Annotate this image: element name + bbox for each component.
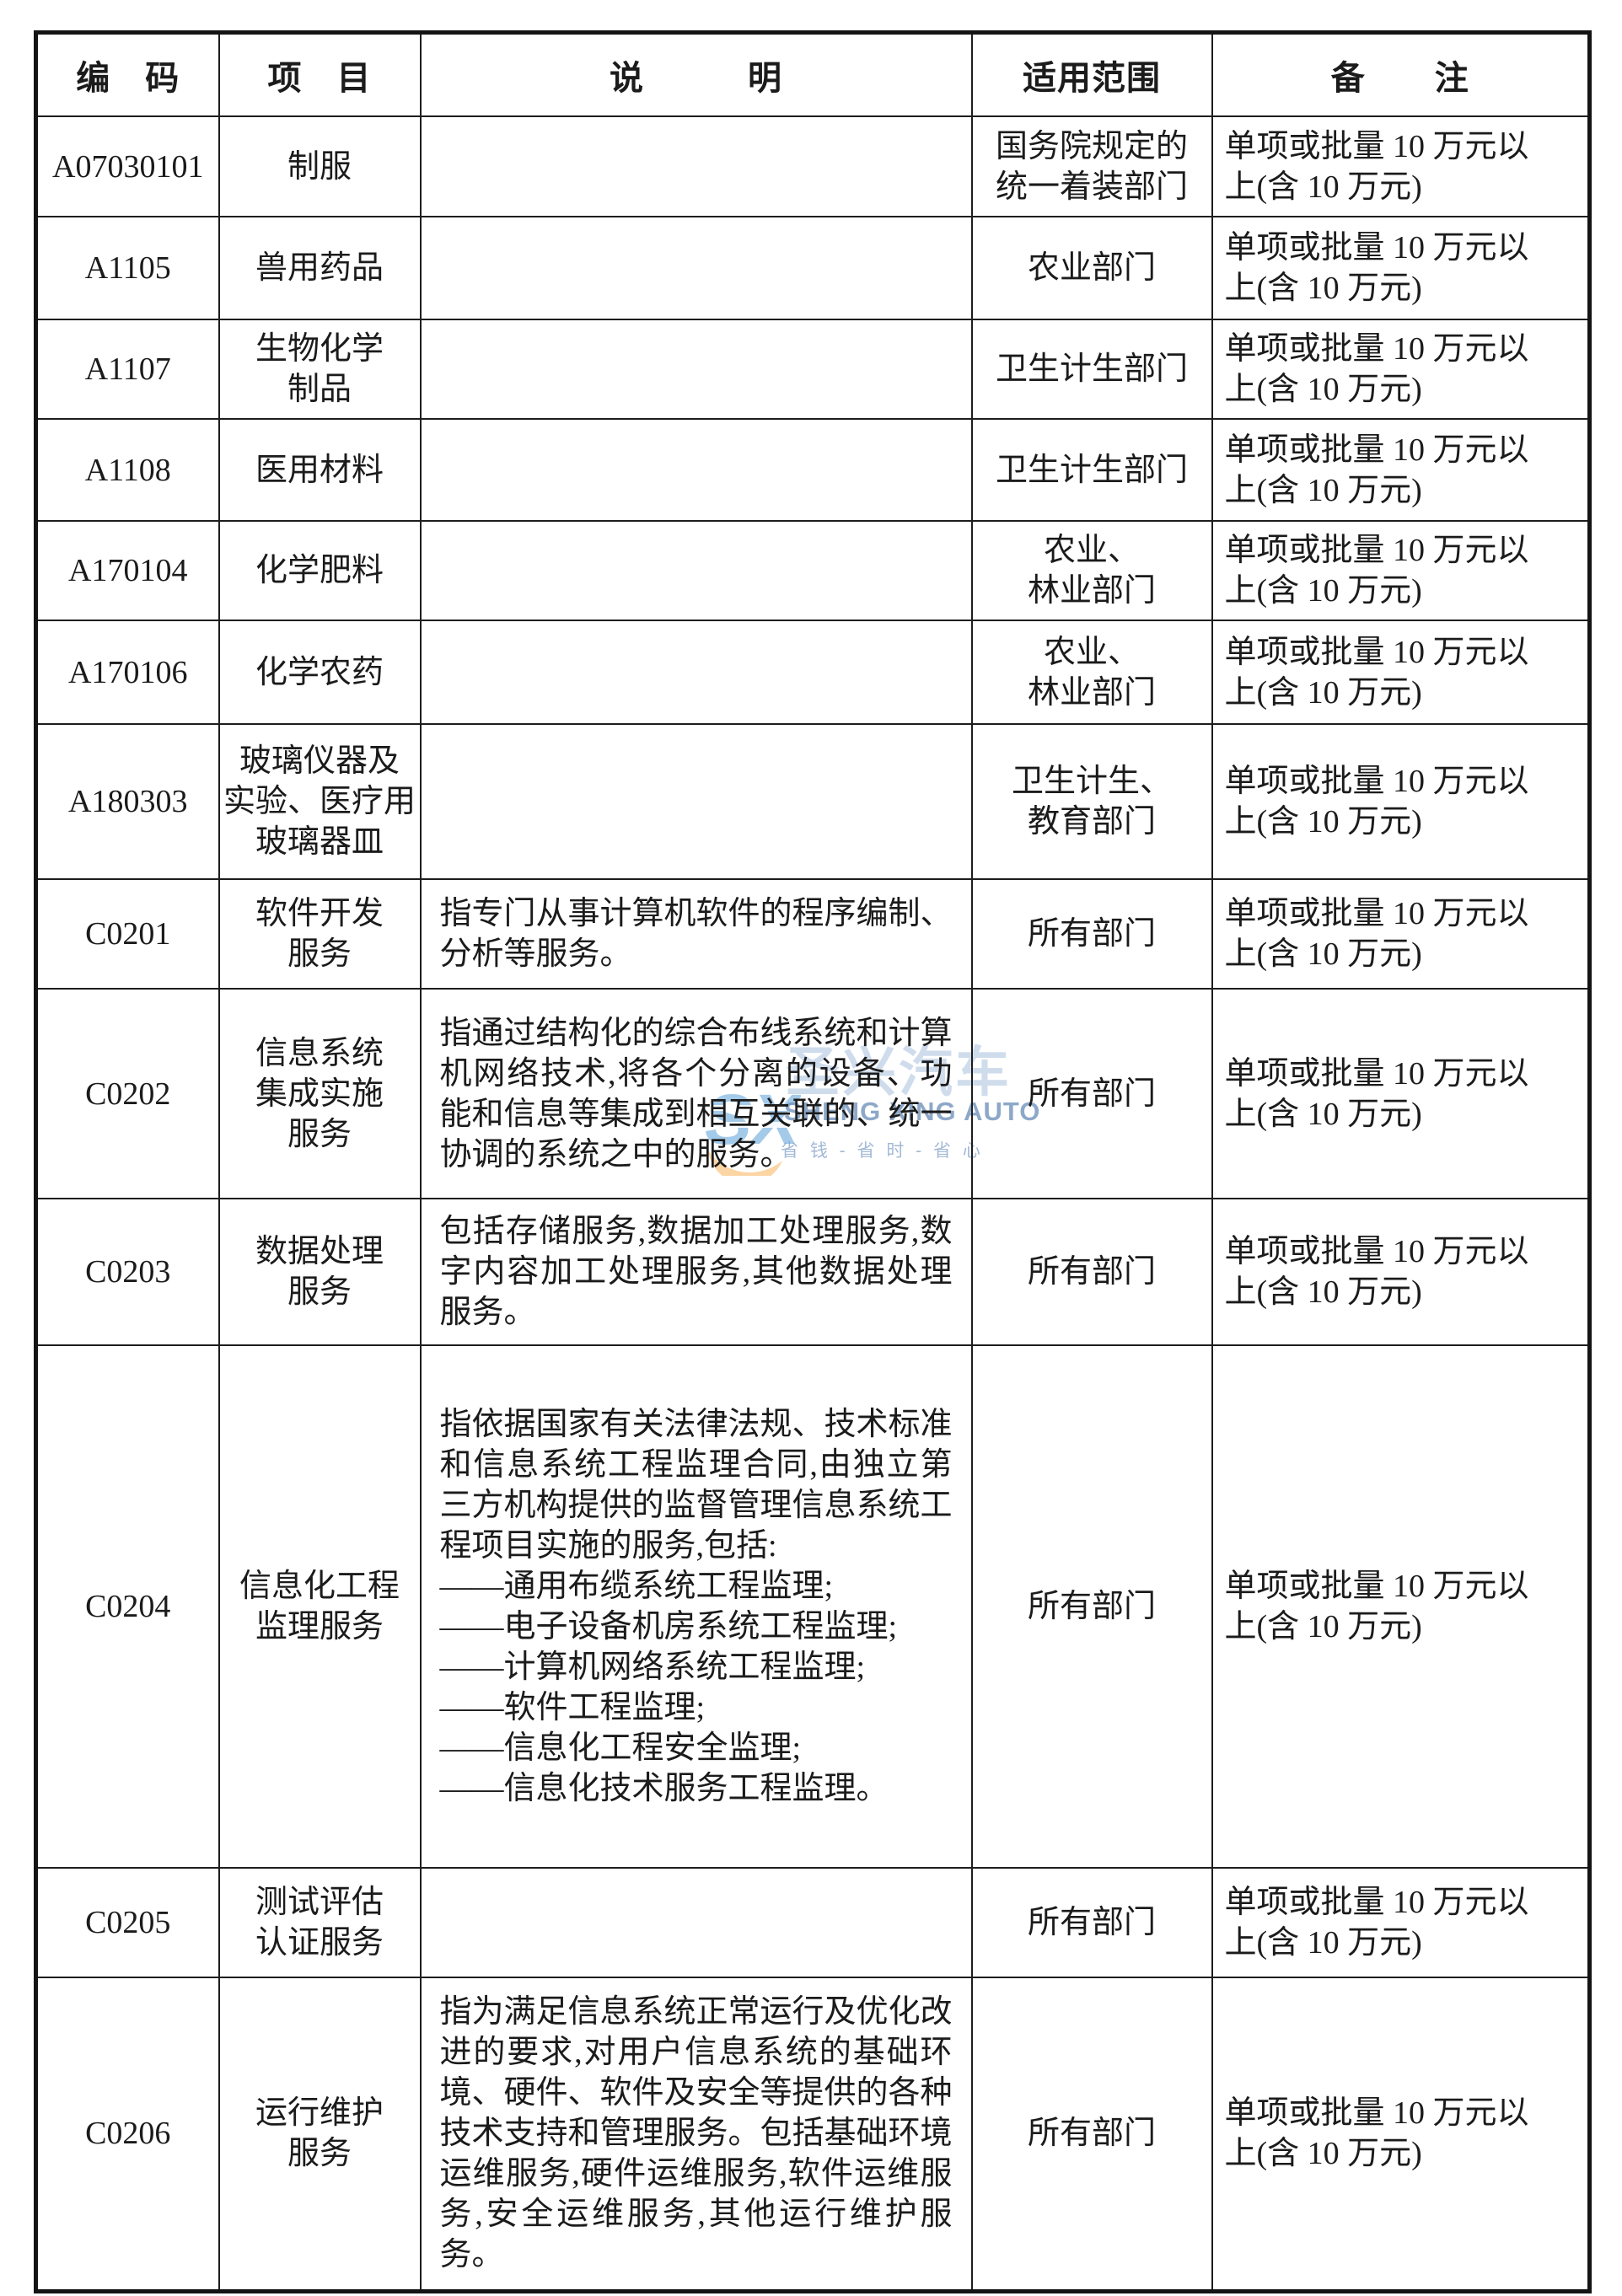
table-row: C0202 信息系统 集成实施 服务 指通过结构化的综合布线系统和计算机网络技术… (35, 988, 1591, 1199)
header-code: 编 码 (35, 31, 220, 117)
remark-cell: 单项或批量 10 万元以 上(含 10 万元) (1211, 1867, 1591, 1978)
item-cell: 医用材料 (218, 418, 422, 522)
description-cell: 指通过结构化的综合布线系统和计算机网络技术,将各个分离的设备、功能和信息等集成到… (419, 988, 973, 1199)
code-cell: A170106 (35, 620, 220, 725)
table-row: A07030101 制服 国务院规定的 统一着装部门 单项或批量 10 万元以 … (35, 115, 1591, 217)
table-row: C0203 数据处理 服务 包括存储服务,数据加工处理服务,数字内容加工处理服务… (35, 1198, 1591, 1346)
code-cell: A170104 (35, 520, 220, 621)
table-row: C0201 软件开发 服务 指专门从事计算机软件的程序编制、分析等服务。 所有部… (35, 878, 1591, 990)
remark-cell: 单项或批量 10 万元以 上(含 10 万元) (1211, 319, 1591, 420)
remark-cell: 单项或批量 10 万元以 上(含 10 万元) (1211, 216, 1591, 320)
description-cell (419, 1867, 973, 1978)
table-row: A170106 化学农药 农业、 林业部门 单项或批量 10 万元以 上(含 1… (35, 620, 1591, 725)
description-cell: 包括存储服务,数据加工处理服务,数字内容加工处理服务,其他数据处理服务。 (419, 1198, 973, 1346)
scope-cell: 农业、 林业部门 (970, 520, 1213, 621)
item-cell: 运行维护 服务 (218, 1977, 422, 2292)
item-cell: 玻璃仪器及 实验、医疗用 玻璃器皿 (218, 723, 422, 880)
remark-cell: 单项或批量 10 万元以 上(含 10 万元) (1211, 723, 1591, 880)
scope-cell: 所有部门 (970, 988, 1213, 1199)
header-remark: 备 注 (1211, 31, 1591, 117)
code-cell: C0204 (35, 1344, 220, 1869)
code-cell: C0201 (35, 878, 220, 990)
description-cell (419, 319, 973, 420)
item-cell: 兽用药品 (218, 216, 422, 320)
code-cell: A180303 (35, 723, 220, 880)
code-cell: A07030101 (35, 115, 220, 217)
description-cell: 指专门从事计算机软件的程序编制、分析等服务。 (419, 878, 973, 990)
scope-cell: 卫生计生部门 (970, 418, 1213, 522)
code-cell: A1108 (35, 418, 220, 522)
table-row: C0205 测试评估 认证服务 所有部门 单项或批量 10 万元以 上(含 10… (35, 1867, 1591, 1978)
description-cell (419, 216, 973, 320)
scope-cell: 农业部门 (970, 216, 1213, 320)
scope-cell: 农业、 林业部门 (970, 620, 1213, 725)
table-row: A1108 医用材料 卫生计生部门 单项或批量 10 万元以 上(含 10 万元… (35, 418, 1591, 522)
remark-cell: 单项或批量 10 万元以 上(含 10 万元) (1211, 1198, 1591, 1346)
description-cell: 指依据国家有关法律法规、技术标准和信息系统工程监理合同,由独立第三方机构提供的监… (419, 1344, 973, 1869)
scope-cell: 卫生计生部门 (970, 319, 1213, 420)
table-row: A1107 生物化学 制品 卫生计生部门 单项或批量 10 万元以 上(含 10… (35, 319, 1591, 420)
remark-cell: 单项或批量 10 万元以 上(含 10 万元) (1211, 620, 1591, 725)
code-cell: C0202 (35, 988, 220, 1199)
description-cell (419, 115, 973, 217)
code-cell: C0205 (35, 1867, 220, 1978)
procurement-catalog-table: 编 码 项 目 说 明 适用范围 备 注 A07030101 制服 国务院规定的… (34, 30, 1592, 2293)
scope-cell: 国务院规定的 统一着装部门 (970, 115, 1213, 217)
code-cell: A1107 (35, 319, 220, 420)
scope-cell: 所有部门 (970, 878, 1213, 990)
description-cell (419, 520, 973, 621)
header-item: 项 目 (218, 31, 422, 117)
description-cell (419, 723, 973, 880)
table-row: A170104 化学肥料 农业、 林业部门 单项或批量 10 万元以 上(含 1… (35, 520, 1591, 621)
code-cell: C0206 (35, 1977, 220, 2292)
description-cell: 指为满足信息系统正常运行及优化改进的要求,对用户信息系统的基础环境、硬件、软件及… (419, 1977, 973, 2292)
item-cell: 制服 (218, 115, 422, 217)
table-row: A1105 兽用药品 农业部门 单项或批量 10 万元以 上(含 10 万元) (35, 216, 1591, 320)
description-cell (419, 418, 973, 522)
scope-cell: 所有部门 (970, 1344, 1213, 1869)
remark-cell: 单项或批量 10 万元以 上(含 10 万元) (1211, 418, 1591, 522)
description-cell (419, 620, 973, 725)
item-cell: 测试评估 认证服务 (218, 1867, 422, 1978)
item-cell: 软件开发 服务 (218, 878, 422, 990)
scope-cell: 所有部门 (970, 1977, 1213, 2292)
scope-cell: 卫生计生、 教育部门 (970, 723, 1213, 880)
remark-cell: 单项或批量 10 万元以 上(含 10 万元) (1211, 115, 1591, 217)
remark-cell: 单项或批量 10 万元以 上(含 10 万元) (1211, 520, 1591, 621)
item-cell: 信息系统 集成实施 服务 (218, 988, 422, 1199)
item-cell: 化学农药 (218, 620, 422, 725)
item-cell: 信息化工程 监理服务 (218, 1344, 422, 1869)
remark-cell: 单项或批量 10 万元以 上(含 10 万元) (1211, 1344, 1591, 1869)
item-cell: 生物化学 制品 (218, 319, 422, 420)
code-cell: C0203 (35, 1198, 220, 1346)
remark-cell: 单项或批量 10 万元以 上(含 10 万元) (1211, 1977, 1591, 2292)
code-cell: A1105 (35, 216, 220, 320)
table-row: C0204 信息化工程 监理服务 指依据国家有关法律法规、技术标准和信息系统工程… (35, 1344, 1591, 1869)
remark-cell: 单项或批量 10 万元以 上(含 10 万元) (1211, 878, 1591, 990)
scope-cell: 所有部门 (970, 1867, 1213, 1978)
remark-cell: 单项或批量 10 万元以 上(含 10 万元) (1211, 988, 1591, 1199)
item-cell: 化学肥料 (218, 520, 422, 621)
table-row: A180303 玻璃仪器及 实验、医疗用 玻璃器皿 卫生计生、 教育部门 单项或… (35, 723, 1591, 880)
scope-cell: 所有部门 (970, 1198, 1213, 1346)
item-cell: 数据处理 服务 (218, 1198, 422, 1346)
header-row: 编 码 项 目 说 明 适用范围 备 注 (35, 31, 1591, 117)
header-scope: 适用范围 (970, 31, 1213, 117)
table-row: C0206 运行维护 服务 指为满足信息系统正常运行及优化改进的要求,对用户信息… (35, 1977, 1591, 2292)
header-description: 说 明 (419, 31, 973, 117)
